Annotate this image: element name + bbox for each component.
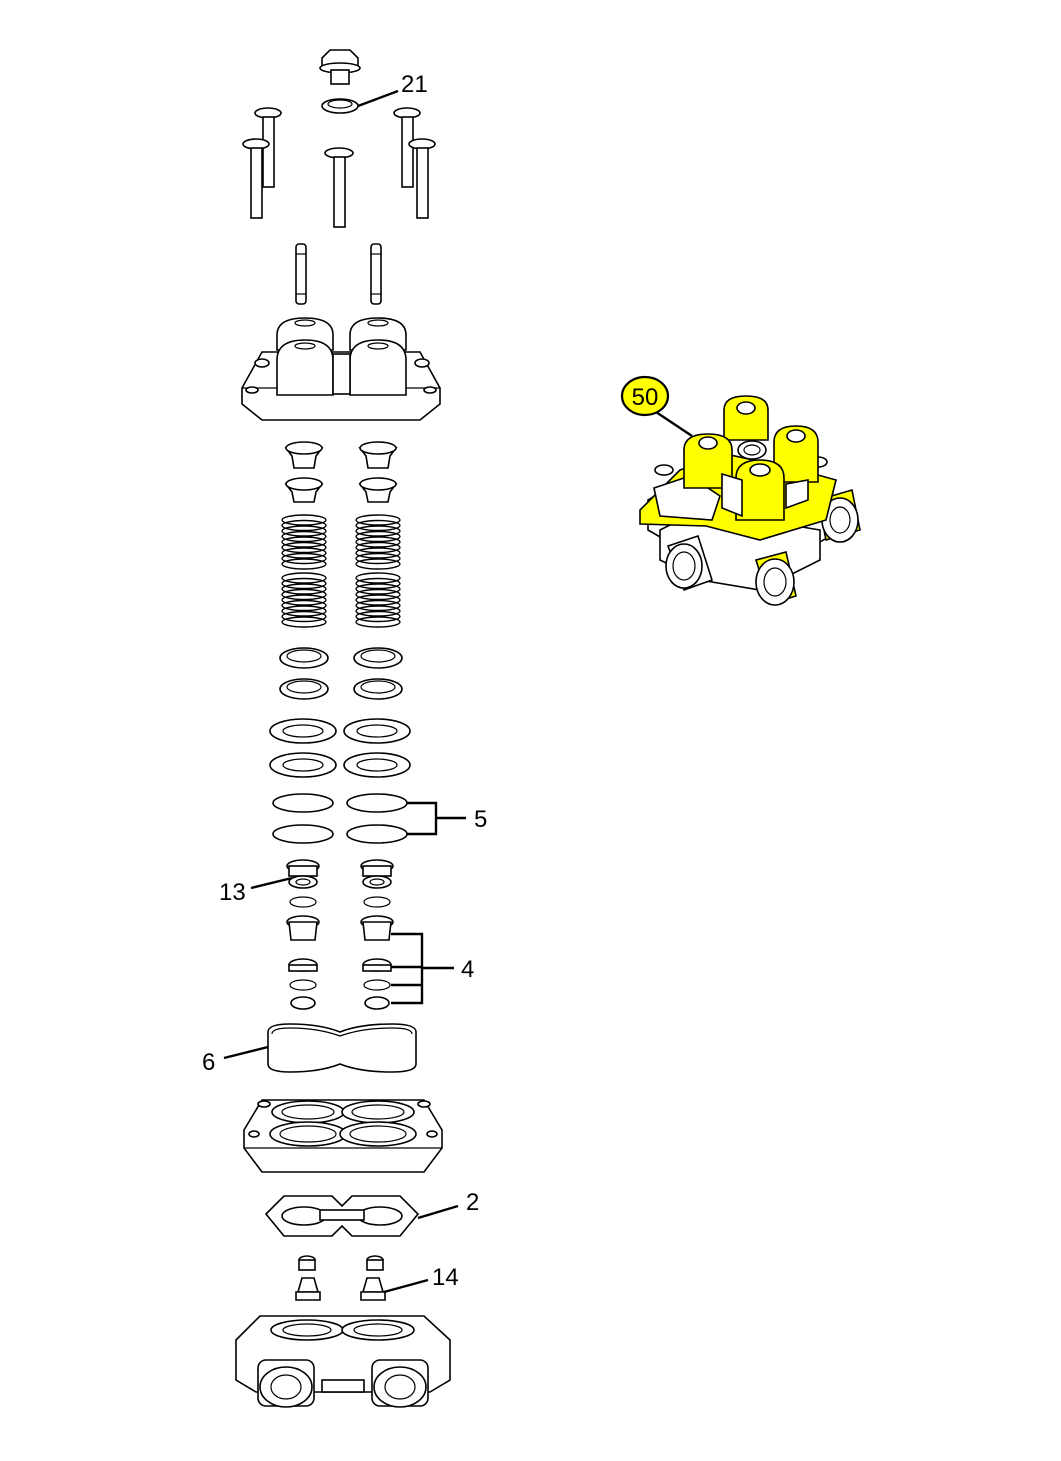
callout-6: 6 [202, 1049, 215, 1076]
spring-coil [281, 552, 327, 565]
spring-coil [355, 530, 401, 543]
leader-13 [250, 876, 293, 890]
leader-2 [417, 1204, 459, 1220]
spring-coil [281, 558, 327, 570]
spring-coil [281, 572, 327, 584]
spring-coil [355, 599, 401, 612]
spring-coil [355, 605, 401, 617]
springs[interactable] [281, 514, 401, 628]
leader-5 [407, 801, 466, 836]
cap-screw[interactable] [319, 49, 361, 85]
spring-coil [281, 577, 327, 590]
check-valves-14[interactable] [295, 1255, 386, 1301]
callout-2: 2 [466, 1189, 479, 1216]
spring-coil [281, 514, 327, 526]
spring-coil [355, 558, 401, 570]
leader-4 [391, 932, 454, 1005]
spring-coil [281, 519, 327, 532]
seal-plate-2[interactable] [264, 1195, 420, 1237]
spring-coil [281, 530, 327, 543]
spring-coil [355, 577, 401, 590]
spring-coil [281, 616, 327, 628]
callout-4: 4 [461, 956, 474, 983]
leader-21 [357, 89, 399, 108]
spring-coil [355, 541, 401, 554]
flat-washers[interactable] [269, 718, 411, 778]
spring-coil [281, 583, 327, 595]
spring-coil [355, 536, 401, 548]
spring-coil [355, 616, 401, 628]
spring-coil [355, 547, 401, 559]
upper-cover[interactable] [241, 317, 441, 421]
lower-body[interactable] [235, 1315, 451, 1408]
leader-50 [655, 411, 693, 437]
spring-coil [355, 572, 401, 584]
callout-21: 21 [401, 71, 428, 98]
diaphragms-5[interactable] [272, 793, 408, 844]
spring-coil [355, 588, 401, 601]
assembled-valve-50[interactable] [639, 395, 861, 606]
valve-kit-4[interactable] [286, 915, 394, 1010]
spring-coil [355, 525, 401, 537]
middle-body[interactable] [243, 1099, 443, 1173]
spring-seats[interactable] [279, 647, 403, 700]
spring-coil [355, 594, 401, 606]
dowel-pins[interactable] [295, 243, 382, 305]
spring-coil [281, 536, 327, 548]
spring-coil [281, 594, 327, 606]
spring-coil [355, 583, 401, 595]
gasket-6[interactable] [267, 1023, 417, 1073]
spring-coil [355, 610, 401, 623]
spring-coil [355, 519, 401, 532]
spring-coil [281, 547, 327, 559]
spring-coil [281, 525, 327, 537]
pistons-13[interactable] [286, 859, 394, 908]
spring-coil [281, 610, 327, 623]
leader-6 [223, 1045, 269, 1060]
spring-coil [281, 605, 327, 617]
spring-coil [355, 552, 401, 565]
callout-5: 5 [474, 806, 487, 833]
long-bolts[interactable] [242, 107, 436, 228]
leader-14 [383, 1278, 429, 1294]
washer-21[interactable] [321, 98, 359, 114]
callout-50: 50 [632, 384, 659, 411]
spring-coil [281, 599, 327, 612]
spring-guides[interactable] [284, 441, 398, 503]
spring-coil [355, 514, 401, 526]
callout-13: 13 [219, 879, 246, 906]
callout-50-badge: 50 [620, 375, 670, 417]
spring-coil [281, 588, 327, 601]
callout-14: 14 [432, 1264, 459, 1291]
spring-coil [281, 541, 327, 554]
